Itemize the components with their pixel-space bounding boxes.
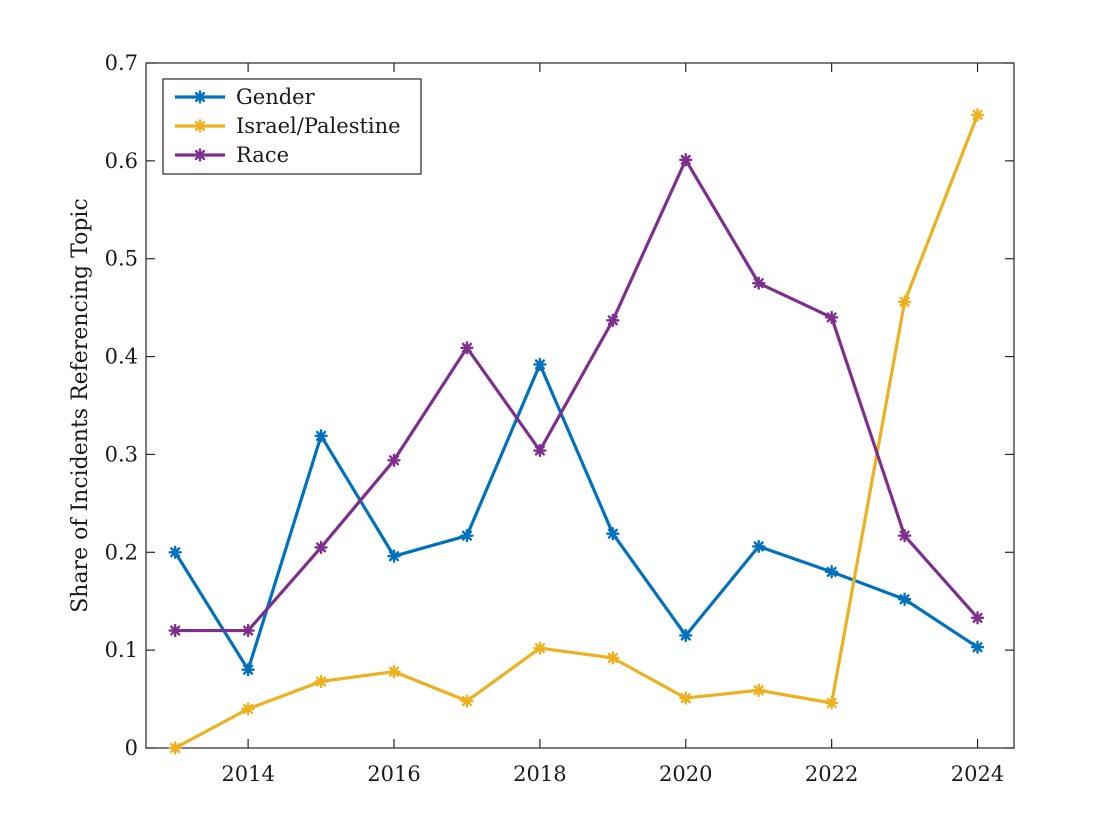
- legend: Gender Israel/Palestine Race: [162, 78, 422, 175]
- x-tick-label: 2014: [221, 762, 274, 786]
- data-point-race: [752, 276, 766, 290]
- y-axis-label: Share of Incidents Referencing Topic: [68, 198, 93, 613]
- y-tick-label: 0.2: [105, 540, 138, 564]
- x-tick-label: 2024: [951, 762, 1004, 786]
- data-point-gender: [824, 565, 839, 579]
- data-point-israel-palestine: [241, 702, 255, 716]
- data-point-israel-palestine: [897, 295, 912, 309]
- x-tick-label: 2016: [367, 762, 420, 786]
- data-point-gender: [897, 592, 912, 606]
- data-point-race: [970, 611, 985, 625]
- legend-marker-israel-palestine: [193, 119, 207, 133]
- y-tick-label: 0.5: [105, 247, 138, 271]
- data-point-gender: [752, 539, 766, 554]
- data-point-israel-palestine: [970, 108, 985, 122]
- data-point-israel-palestine: [824, 696, 839, 710]
- data-point-race: [533, 443, 547, 458]
- data-point-gender: [606, 526, 620, 541]
- y-tick-label: 0.7: [105, 51, 138, 75]
- data-point-gender: [970, 640, 985, 654]
- data-point-gender: [241, 663, 255, 677]
- legend-label-israel-palestine: Israel/Palestine: [236, 114, 401, 138]
- data-point-race: [460, 341, 474, 355]
- series-line-race: [173, 158, 980, 633]
- legend-label-race: Race: [236, 143, 289, 167]
- y-tick-label: 0.1: [105, 638, 138, 662]
- data-point-israel-palestine: [460, 694, 474, 708]
- data-point-race: [241, 623, 255, 638]
- data-point-gender: [387, 549, 401, 563]
- data-point-gender: [460, 528, 474, 543]
- y-tick-label: 0.4: [105, 345, 138, 369]
- data-point-gender: [533, 357, 547, 372]
- axes-box: [145, 62, 1015, 749]
- data-point-israel-palestine: [679, 691, 693, 705]
- legend-marker-gender: [193, 90, 207, 104]
- x-tick-label: 2018: [513, 762, 566, 786]
- y-tick-label: 0: [125, 736, 138, 760]
- data-point-israel-palestine: [168, 741, 182, 755]
- data-point-gender: [314, 429, 328, 443]
- data-point-israel-palestine: [314, 674, 328, 689]
- data-point-race: [314, 540, 328, 555]
- data-point-race: [168, 623, 182, 638]
- data-point-israel-palestine: [752, 683, 766, 697]
- y-tick-label: 0.6: [105, 149, 138, 173]
- data-point-israel-palestine: [606, 651, 620, 665]
- data-point-race: [897, 528, 912, 543]
- y-tick-label: 0.3: [105, 442, 138, 466]
- data-point-race: [679, 153, 693, 167]
- data-point-race: [824, 310, 839, 325]
- series-line-israel-palestine: [173, 113, 980, 750]
- legend-marker-race: [193, 148, 207, 162]
- data-point-gender: [168, 545, 182, 559]
- data-point-israel-palestine: [533, 641, 547, 655]
- data-point-race: [606, 313, 620, 328]
- data-point-israel-palestine: [387, 664, 401, 679]
- x-tick-label: 2020: [659, 762, 712, 786]
- data-point-gender: [679, 628, 693, 643]
- x-tick-label: 2022: [805, 762, 858, 786]
- plot-area: 0 0.1 0.2 0.3 0.4 0.5 0.6 0.7 2014 2016 2018 2020 20…: [105, 51, 1015, 786]
- series-line-gender: [173, 362, 980, 672]
- data-point-race: [387, 453, 401, 467]
- legend-label-gender: Gender: [236, 85, 316, 109]
